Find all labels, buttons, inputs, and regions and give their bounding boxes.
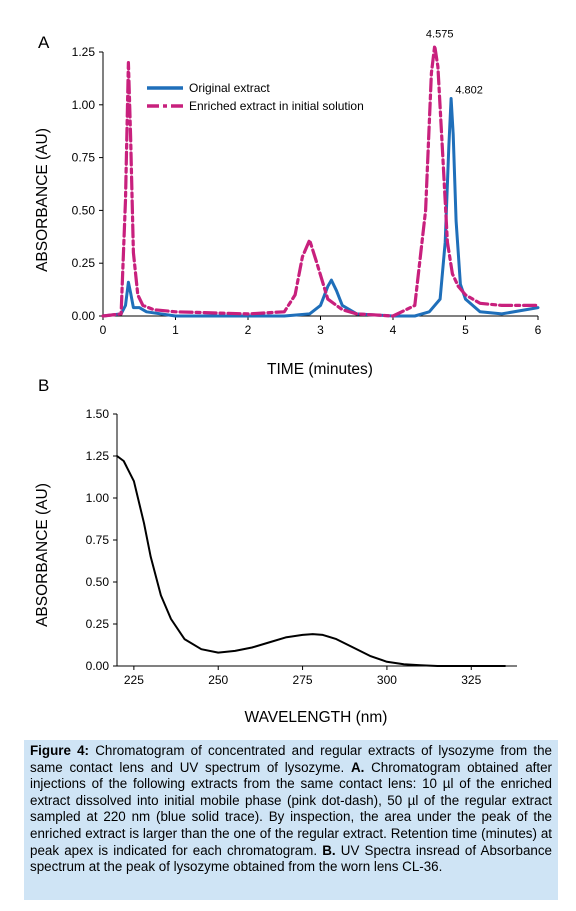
caption-label-b: B.: [322, 842, 336, 858]
x-tick-label: 300: [377, 673, 397, 687]
chart-b-xlabel: WAVELENGTH (nm): [245, 709, 388, 726]
series-line-0: [116, 455, 506, 667]
y-tick-label: 1.50: [86, 407, 110, 421]
y-tick-label: 0.00: [86, 659, 110, 673]
x-tick-label: 3: [317, 323, 324, 337]
y-tick-label: 0.50: [72, 203, 96, 217]
y-tick-label: 0.25: [72, 256, 96, 270]
panel-a-label: A: [38, 33, 50, 52]
x-tick-label: 275: [293, 673, 313, 687]
x-tick-label: 225: [124, 673, 144, 687]
peak-annotation: 4.802: [455, 84, 483, 96]
x-tick-label: 250: [208, 673, 228, 687]
x-tick-label: 325: [461, 673, 481, 687]
legend-label-original: Original extract: [189, 81, 270, 95]
y-tick-label: 0.50: [86, 575, 110, 589]
y-tick-label: 1.25: [86, 449, 110, 463]
chart-a-legend: Original extract Enriched extract in ini…: [147, 81, 364, 113]
caption-text-1: Chromatogram of concentrated and regular…: [30, 743, 552, 775]
x-tick-label: 1: [172, 323, 179, 337]
chart-b: B ABSORBANCE (AU) WAVELENGTH (nm) 225 250…: [34, 376, 517, 726]
legend-label-enriched: Enriched extract in initial solution: [189, 99, 364, 113]
caption-text-2: Chromatogram obtained after injections o…: [30, 759, 552, 858]
caption-text-3: UV Spectra insread of Absorbance spectru…: [30, 842, 552, 875]
chart-a-xlabel: TIME (minutes): [267, 361, 373, 378]
y-tick-label: 0.25: [86, 617, 110, 631]
y-tick-label: 1.25: [72, 45, 96, 59]
x-tick-label: 4: [390, 323, 397, 337]
panel-b-label: B: [38, 376, 49, 395]
series-line-0: [101, 97, 540, 318]
x-tick-label: 6: [535, 323, 542, 337]
caption-label-a: A.: [350, 759, 365, 775]
y-tick-label: 1.00: [72, 98, 96, 112]
series-line-1: [101, 44, 540, 318]
peak-annotation: 4.575: [426, 29, 454, 41]
chart-a: A ABSORBANCE (AU) TIME (minutes) 0 1 2 3 4 5 6…: [34, 29, 542, 378]
caption-figure-label: Figure 4:: [30, 743, 90, 758]
figure-caption: Figure 4: Chromatogram of concentrated a…: [24, 740, 558, 900]
x-tick-label: 5: [462, 323, 469, 337]
y-tick-label: 1.00: [86, 491, 110, 505]
figure-charts: A ABSORBANCE (AU) TIME (minutes) 0 1 2 3 4 5 6…: [34, 29, 542, 726]
y-tick-label: 0.75: [86, 533, 110, 547]
x-tick-label: 2: [245, 323, 252, 337]
y-tick-label: 0.75: [72, 151, 96, 165]
x-tick-label: 0: [100, 323, 107, 337]
chart-a-ylabel: ABSORBANCE (AU): [34, 128, 51, 272]
chart-b-ylabel: ABSORBANCE (AU): [34, 483, 51, 627]
y-tick-label: 0.00: [72, 309, 96, 323]
